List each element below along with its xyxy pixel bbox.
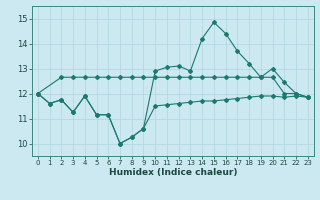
X-axis label: Humidex (Indice chaleur): Humidex (Indice chaleur) [108,168,237,177]
